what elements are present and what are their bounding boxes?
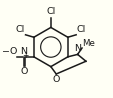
Text: +: + — [22, 51, 29, 60]
Text: Cl: Cl — [76, 25, 85, 34]
Text: N: N — [74, 44, 81, 53]
Text: O: O — [52, 75, 59, 84]
Text: O: O — [20, 67, 27, 76]
Text: Me: Me — [82, 39, 95, 48]
Text: Cl: Cl — [46, 7, 55, 16]
Text: −O: −O — [1, 47, 17, 56]
Text: Cl: Cl — [16, 25, 25, 34]
Text: N: N — [20, 47, 27, 56]
